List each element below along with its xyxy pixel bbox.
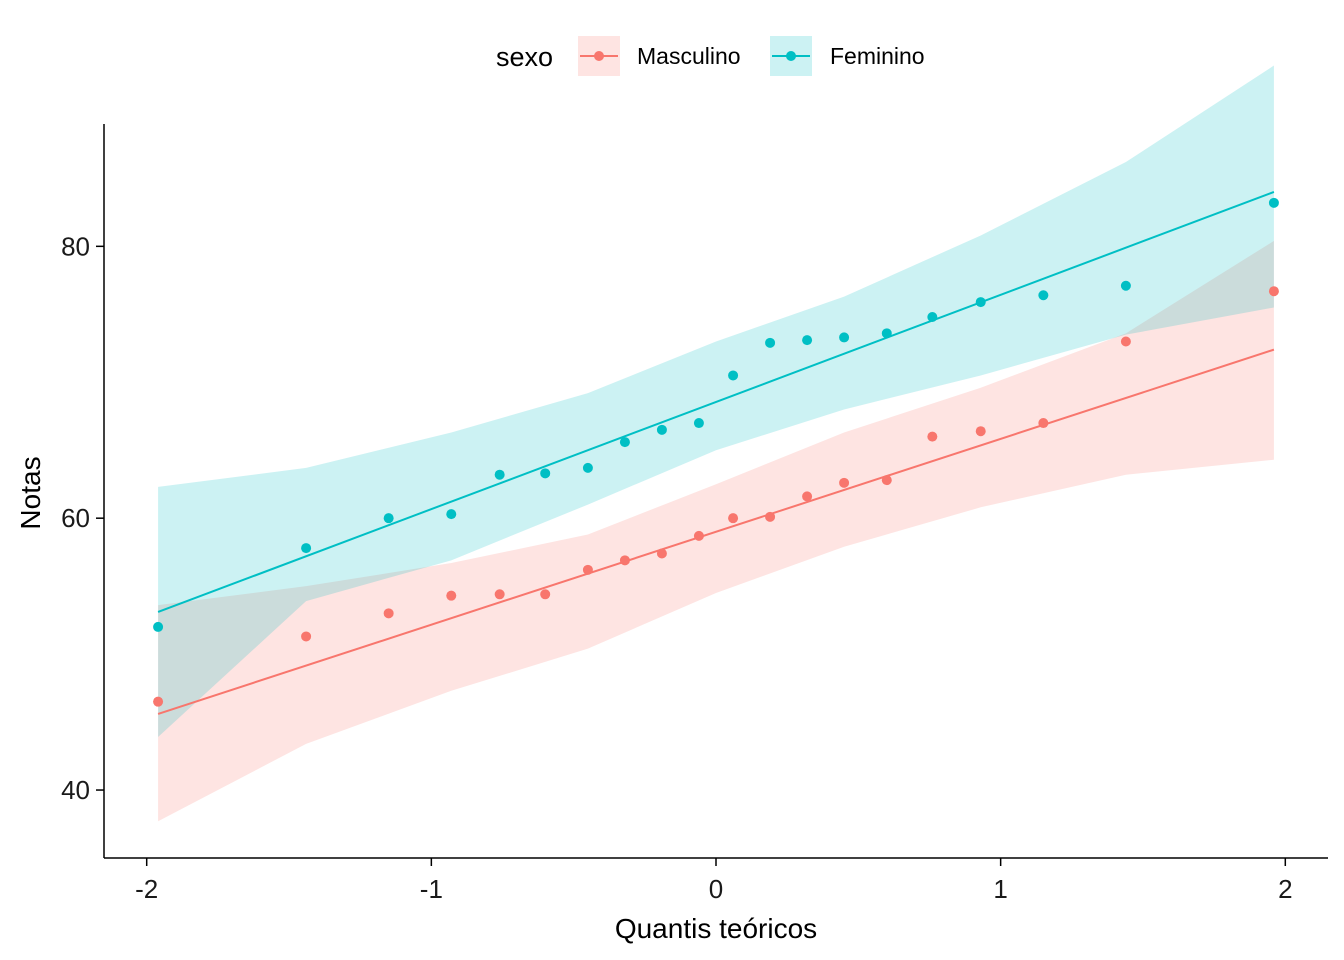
data-point-masculino (693, 530, 704, 541)
data-point-feminino (383, 513, 394, 524)
data-point-feminino (582, 462, 593, 473)
data-point-feminino (975, 297, 986, 308)
data-point-masculino (1120, 336, 1131, 347)
data-point-masculino (301, 631, 312, 642)
data-point-masculino (540, 589, 551, 600)
plot-area (153, 65, 1279, 822)
data-point-masculino (975, 426, 986, 437)
data-point-masculino (494, 589, 505, 600)
data-point-masculino (383, 608, 394, 619)
fit-line-feminino (157, 191, 1275, 613)
legend-label: Feminino (830, 43, 925, 69)
x-tick-label: -2 (135, 874, 158, 904)
x-tick-label: 1 (993, 874, 1007, 904)
data-point-masculino (1038, 418, 1049, 429)
data-point-masculino (802, 491, 813, 502)
data-point-masculino (619, 555, 630, 566)
x-tick-label: 0 (709, 874, 723, 904)
data-point-feminino (927, 312, 938, 323)
data-point-feminino (728, 370, 739, 381)
data-point-masculino (153, 696, 164, 707)
legend-key-point (594, 51, 604, 61)
legend-label: Masculino (637, 43, 741, 69)
data-point-masculino (839, 477, 850, 488)
data-point-feminino (494, 469, 505, 480)
y-tick-label: 40 (61, 775, 90, 805)
data-point-masculino (927, 431, 938, 442)
data-point-feminino (153, 621, 164, 632)
legend: sexo Masculino Feminino (496, 36, 925, 76)
data-point-masculino (1268, 286, 1279, 297)
data-point-feminino (839, 332, 850, 343)
data-point-feminino (881, 328, 892, 339)
data-point-feminino (446, 509, 457, 520)
data-point-feminino (1038, 290, 1049, 301)
x-tick-label: 2 (1278, 874, 1292, 904)
data-point-masculino (656, 548, 667, 559)
y-axis-title: Notas (15, 456, 46, 529)
data-point-masculino (765, 511, 776, 522)
data-point-masculino (881, 475, 892, 486)
data-point-masculino (446, 590, 457, 601)
legend-item-feminino: Feminino (770, 36, 925, 76)
legend-title: sexo (496, 42, 553, 72)
data-point-feminino (540, 468, 551, 479)
legend-key-point (786, 51, 796, 61)
x-axis-title: Quantis teóricos (615, 913, 817, 944)
data-point-feminino (802, 335, 813, 346)
data-point-feminino (301, 543, 312, 554)
data-point-feminino (619, 437, 630, 448)
data-point-masculino (728, 513, 739, 524)
legend-item-masculino: Masculino (578, 36, 741, 76)
data-point-feminino (693, 418, 704, 429)
y-tick-label: 60 (61, 503, 90, 533)
axes: -2 -1 0 1 2 40 60 80 (61, 124, 1328, 904)
y-tick-label: 80 (61, 231, 90, 261)
data-point-feminino (765, 337, 776, 348)
data-point-feminino (1268, 197, 1279, 208)
data-point-masculino (582, 564, 593, 575)
fit-line-masculino (157, 348, 1275, 715)
data-point-feminino (1120, 280, 1131, 291)
data-point-feminino (656, 424, 667, 435)
x-tick-label: -1 (420, 874, 443, 904)
